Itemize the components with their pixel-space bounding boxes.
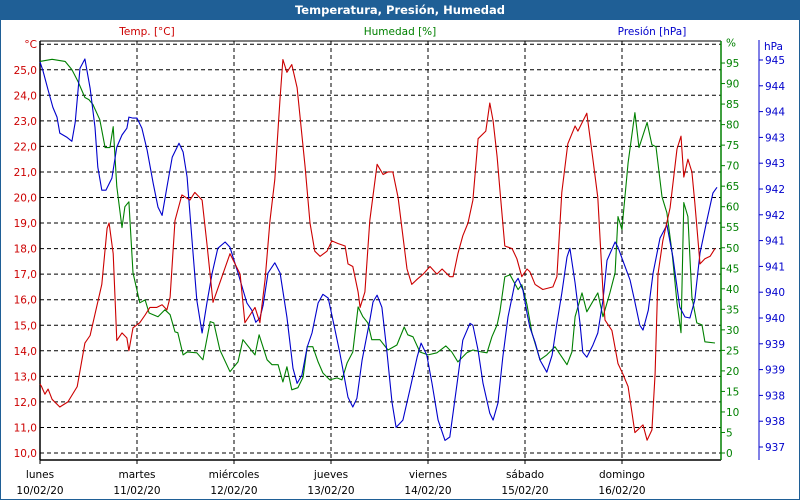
temp-tick-label: 16,0	[14, 295, 37, 307]
temp-tick-label: 23,0	[14, 116, 37, 128]
temp-tick-label: 17,0	[14, 269, 37, 281]
pressure-series-label: Presión [hPa]	[618, 26, 687, 38]
humidity-tick-label: 45	[726, 263, 739, 275]
humidity-tick-label: 35	[726, 304, 739, 316]
temp-series-label: Temp. [°C]	[118, 26, 174, 38]
temp-tick-label: 19,0	[14, 218, 37, 230]
x-tick-day: miércoles	[209, 469, 260, 481]
temp-tick-label: 22,0	[14, 141, 37, 153]
pressure-tick-label: 944	[765, 81, 785, 93]
humidity-tick-label: 25	[726, 345, 739, 357]
x-tick-date: 13/02/20	[307, 485, 354, 497]
x-tick-date: 15/02/20	[501, 485, 548, 497]
x-tick-date: 11/02/20	[113, 485, 160, 497]
temp-tick-label: 24,0	[14, 90, 37, 102]
humidity-tick-label: 10	[726, 407, 739, 419]
humidity-unit-label: %	[726, 38, 736, 50]
humidity-tick-label: 30	[726, 325, 739, 337]
humidity-tick-label: 60	[726, 202, 739, 214]
humidity-tick-label: 55	[726, 222, 739, 234]
temp-tick-label: 20,0	[14, 193, 37, 205]
pressure-tick-label: 944	[765, 107, 785, 119]
pressure-tick-label: 938	[765, 416, 785, 428]
x-tick-date: 14/02/20	[404, 485, 451, 497]
temperature-line	[39, 58, 716, 441]
pressure-tick-label: 938	[765, 390, 785, 402]
humidity-tick-label: 65	[726, 181, 739, 193]
pressure-tick-label: 939	[765, 365, 785, 377]
temp-tick-label: 14,0	[14, 346, 37, 358]
temp-tick-label: 21,0	[14, 167, 37, 179]
humidity-tick-label: 0	[726, 448, 733, 460]
temp-tick-label: 12,0	[14, 397, 37, 409]
x-tick-day: sábado	[506, 469, 544, 481]
pressure-unit-label: hPa	[764, 41, 783, 53]
temp-tick-label: 18,0	[14, 244, 37, 256]
humidity-tick-label: 90	[726, 79, 739, 91]
pressure-tick-label: 945	[765, 55, 785, 67]
x-tick-day: viernes	[409, 469, 447, 481]
temp-tick-label: 13,0	[14, 371, 37, 383]
temp-tick-label: 25,0	[14, 65, 37, 77]
humidity-tick-label: 40	[726, 284, 739, 296]
temp-tick-label: 15,0	[14, 320, 37, 332]
humidity-tick-label: 80	[726, 120, 739, 132]
pressure-tick-label: 937	[765, 442, 785, 454]
x-tick-date: 12/02/20	[210, 485, 257, 497]
humidity-tick-label: 85	[726, 99, 739, 111]
humidity-tick-label: 75	[726, 140, 739, 152]
temp-tick-label: 11,0	[14, 422, 37, 434]
pressure-tick-label: 942	[765, 184, 785, 196]
pressure-tick-label: 941	[765, 261, 785, 273]
humidity-tick-label: 5	[726, 427, 733, 439]
pressure-tick-label: 943	[765, 132, 785, 144]
x-tick-day: martes	[118, 469, 155, 481]
pressure-tick-label: 940	[765, 313, 785, 325]
x-tick-day: lunes	[26, 469, 54, 481]
x-tick-date: 16/02/20	[598, 485, 645, 497]
humidity-tick-label: 70	[726, 161, 739, 173]
humidity-line	[39, 58, 716, 391]
temp-unit-label: °C	[24, 39, 37, 51]
pressure-tick-label: 941	[765, 236, 785, 248]
x-tick-day: domingo	[599, 469, 645, 481]
pressure-tick-label: 943	[765, 158, 785, 170]
humidity-tick-label: 15	[726, 386, 739, 398]
x-tick-date: 10/02/20	[16, 485, 63, 497]
humidity-tick-label: 20	[726, 366, 739, 378]
temp-tick-label: 10,0	[14, 448, 37, 460]
humidity-series-label: Humedad [%]	[364, 26, 437, 38]
pressure-tick-label: 940	[765, 287, 785, 299]
humidity-tick-label: 95	[726, 58, 739, 70]
pressure-tick-label: 939	[765, 339, 785, 351]
pressure-tick-label: 942	[765, 210, 785, 222]
humidity-tick-label: 50	[726, 243, 739, 255]
pressure-line	[39, 58, 718, 441]
x-tick-day: jueves	[313, 469, 348, 481]
chart-title: Temperatura, Presión, Humedad	[0, 0, 800, 20]
